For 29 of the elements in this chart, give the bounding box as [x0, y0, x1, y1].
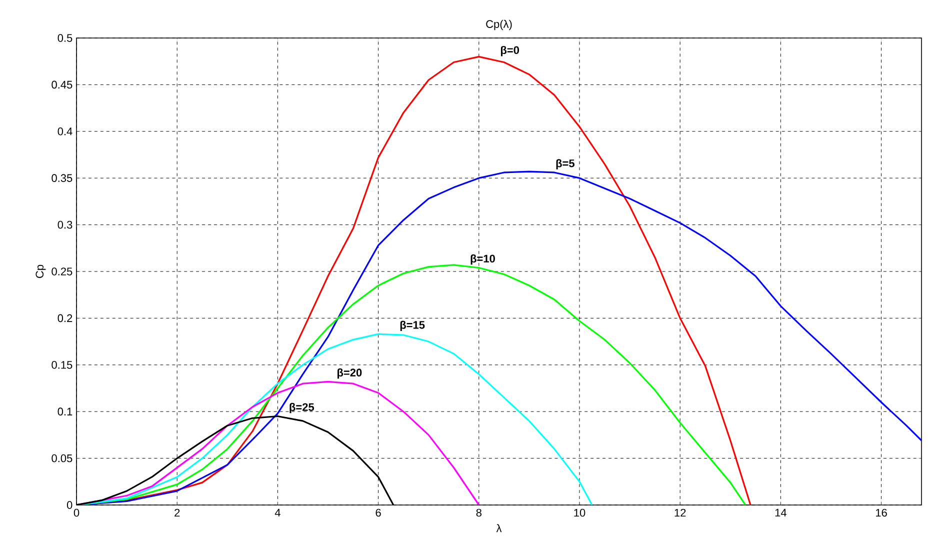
y-tick-label: 0.1 [58, 408, 72, 416]
x-tick-label: 12 [674, 508, 686, 517]
y-tick-label: 0.2 [58, 314, 72, 322]
annotation: β=5 [556, 159, 574, 170]
y-tick-label: 0.5 [58, 34, 72, 42]
y-axis-title: Cp [36, 264, 46, 278]
y-tick-label: 0.4 [58, 127, 72, 136]
y-tick-label: 0.35 [52, 174, 72, 182]
x-tick-label: 8 [476, 508, 482, 517]
y-tick-label: 0.15 [52, 360, 72, 369]
annotation: β=25 [290, 402, 314, 414]
y-tick-label: 0.05 [52, 454, 72, 462]
x-tick-label: 4 [274, 508, 280, 516]
y-tick-label: 0.3 [58, 220, 72, 229]
x-tick-label: 2 [174, 508, 180, 517]
y-tick-label: 0.25 [52, 268, 72, 276]
annotation: β=10 [470, 254, 495, 265]
x-tick-label: 10 [574, 508, 586, 517]
y-tick-label: 0 [66, 501, 72, 509]
x-tick-label: 16 [876, 508, 887, 517]
x-tick-label: 6 [376, 508, 381, 517]
annotation: β=15 [400, 320, 425, 331]
x-tick-label: 14 [775, 508, 786, 516]
annotation: β=20 [338, 368, 362, 379]
x-tick-label: 0 [74, 508, 80, 517]
annotation: β=0 [500, 46, 520, 56]
x-axis-title: λ [496, 524, 502, 532]
y-tick-label: 0.45 [52, 80, 72, 89]
chart-title: Cp(λ) [486, 20, 512, 30]
